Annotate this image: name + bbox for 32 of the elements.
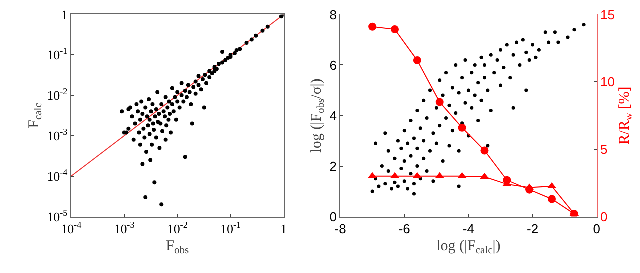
x-tick-label: 10$^{-2}$: [167, 220, 188, 236]
y-tick-label: 2: [330, 158, 337, 174]
y-tick-label: 1: [61, 7, 68, 22]
y2-tick-label: 10: [600, 74, 615, 90]
point: [458, 124, 466, 132]
point: [368, 22, 377, 31]
point: [436, 98, 444, 106]
x-axis-title: log (|F$_{calc}$|): [436, 238, 501, 257]
y-tick-label: 10$^{-1}$: [47, 46, 68, 63]
x-axis-title: F$_{obs}$: [166, 238, 190, 257]
x-tick-label: 1: [280, 221, 288, 236]
x-tick-label: -6: [398, 221, 410, 236]
y-tick-label: 0: [330, 209, 337, 224]
y-tick-label: 10$^{-3}$: [47, 127, 68, 144]
x-tick-label: 10$^{-1}$: [220, 220, 242, 236]
x-tick-label: 10$^{-3}$: [114, 220, 136, 236]
x-tick-label: -2: [527, 221, 539, 236]
point: [413, 56, 422, 65]
y2-tick-label: 0: [600, 209, 608, 224]
y2-tick-label: 15: [600, 7, 615, 22]
y-tick-label: 6: [330, 58, 337, 73]
point: [548, 195, 556, 204]
y-tick-label: 10$^{-2}$: [47, 86, 68, 104]
point: [480, 146, 489, 155]
point: [391, 26, 399, 34]
x-tick-label: -8: [334, 221, 346, 236]
y-tick-label: 10$^{-4}$: [47, 167, 68, 184]
x-tick-label: 0: [593, 221, 600, 236]
x-tick-label: -4: [462, 221, 474, 236]
y2-tick-label: 5: [600, 142, 608, 157]
y-tick-label: 4: [330, 108, 337, 124]
y-tick-label: 8: [330, 7, 337, 22]
